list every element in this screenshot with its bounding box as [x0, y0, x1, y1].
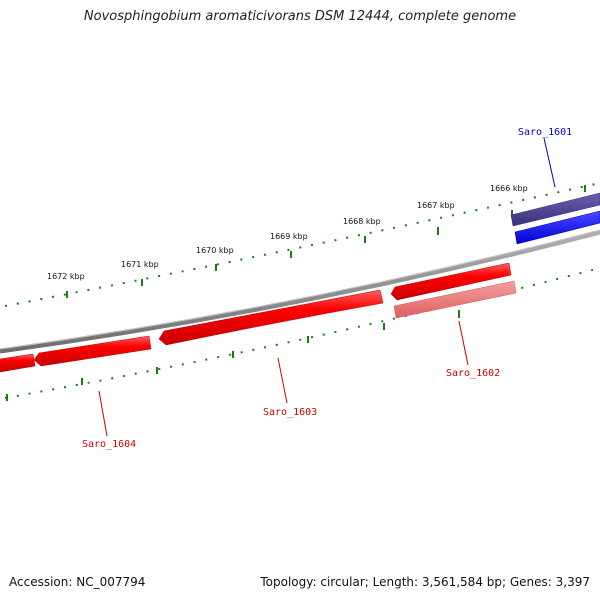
accession-text: Accession: NC_007794 [9, 575, 146, 589]
topology-text: Topology: circular; Length: 3,561,584 bp… [260, 575, 590, 589]
gene-label-saro-1601[interactable]: Saro_1601 [518, 127, 572, 138]
scale-label: 1669 kbp [270, 232, 308, 241]
gene-label-saro-1603[interactable]: Saro_1603 [263, 407, 317, 418]
leader-saro-1601 [543, 137, 556, 188]
major-ticks [6, 185, 586, 401]
leader-saro-1602 [458, 320, 469, 366]
outer-scale-ring [4, 182, 600, 307]
map-title: Novosphingobium aromaticivorans DSM 1244… [83, 9, 517, 24]
genome-backbone [0, 229, 600, 354]
gene-label-saro-1604[interactable]: Saro_1604 [82, 439, 136, 450]
scale-label: 1666 kbp [490, 184, 528, 193]
scale-label: 1671 kbp [121, 260, 159, 269]
scale-label: 1667 kbp [417, 201, 455, 210]
gene-saro-1605-partial[interactable] [0, 353, 36, 373]
leader-saro-1604 [98, 390, 108, 437]
gene-saro-1602-light[interactable] [393, 280, 517, 319]
gene-saro-1601-dark[interactable] [510, 192, 600, 227]
gene-saro-1604[interactable] [33, 335, 152, 367]
scale-label: 1672 kbp [47, 272, 85, 281]
inner-scale-ring [4, 267, 600, 399]
backbone-highlight [0, 229, 600, 350]
gene-label-saro-1602[interactable]: Saro_1602 [446, 368, 500, 379]
gene-saro-1601[interactable] [514, 210, 600, 245]
gene-saro-1602[interactable] [390, 262, 512, 301]
scale-label: 1668 kbp [343, 217, 381, 226]
gene-saro-1603[interactable] [158, 289, 384, 346]
leader-saro-1603 [277, 357, 288, 404]
scale-label: 1670 kbp [196, 246, 234, 255]
